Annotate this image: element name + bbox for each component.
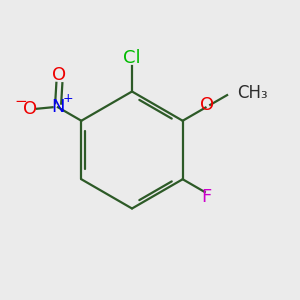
Text: O: O xyxy=(200,96,214,114)
Text: Cl: Cl xyxy=(123,50,141,68)
Text: −: − xyxy=(15,94,27,109)
Text: O: O xyxy=(23,100,37,118)
Text: N: N xyxy=(51,98,65,116)
Text: F: F xyxy=(201,188,211,206)
Text: +: + xyxy=(62,92,73,105)
Text: CH₃: CH₃ xyxy=(237,84,268,102)
Text: O: O xyxy=(52,66,67,84)
